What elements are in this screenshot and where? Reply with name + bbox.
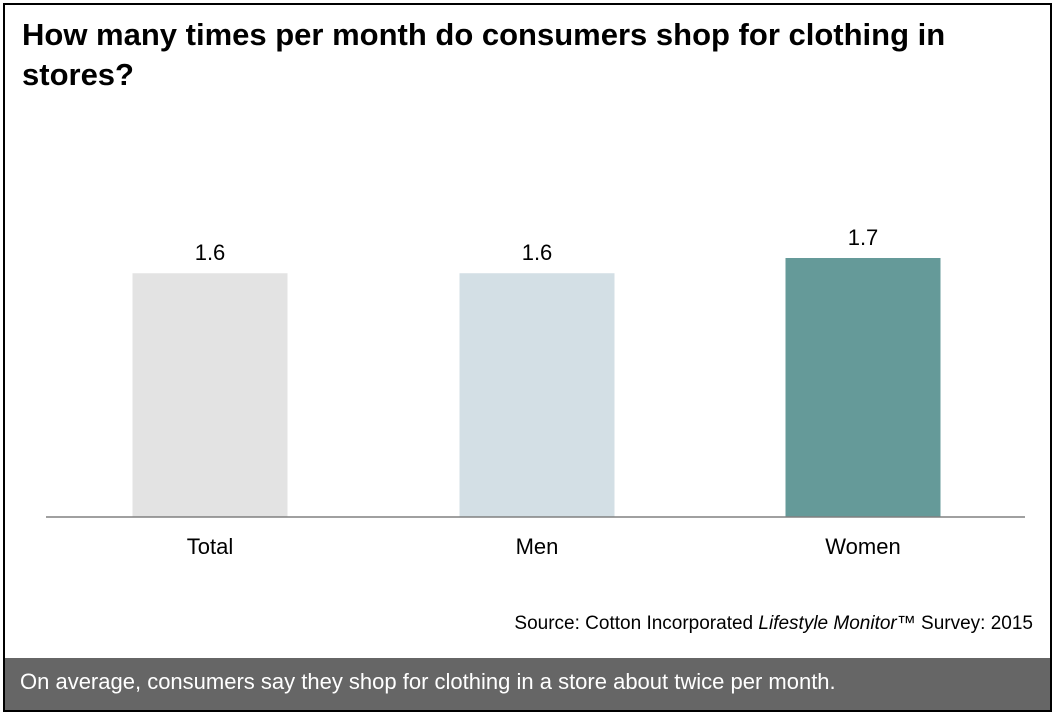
- chart-title: How many times per month do consumers sh…: [22, 17, 946, 92]
- data-label-women: 1.7: [848, 225, 879, 250]
- bar-women: [785, 258, 941, 517]
- category-label-total: Total: [187, 534, 233, 559]
- source-italic: Lifestyle Monitor: [758, 613, 897, 634]
- source-prefix: Source: Cotton Incorporated: [514, 613, 759, 634]
- bar-total: [132, 273, 288, 517]
- footer-banner: On average, consumers say they shop for …: [5, 658, 1050, 710]
- chart-frame: How many times per month do consumers sh…: [3, 3, 1052, 712]
- source-note: Source: Cotton Incorporated Lifestyle Mo…: [514, 613, 1033, 635]
- bar-chart: 1.6 Total 1.6 Men 1.7 Women: [46, 225, 1025, 559]
- category-label-men: Men: [516, 534, 559, 559]
- data-label-total: 1.6: [195, 240, 226, 265]
- source-suffix: ™ Survey: 2015: [896, 613, 1033, 634]
- footer-text: On average, consumers say they shop for …: [20, 669, 836, 694]
- category-label-women: Women: [825, 534, 900, 559]
- bar-men: [459, 273, 615, 517]
- data-label-men: 1.6: [522, 240, 553, 265]
